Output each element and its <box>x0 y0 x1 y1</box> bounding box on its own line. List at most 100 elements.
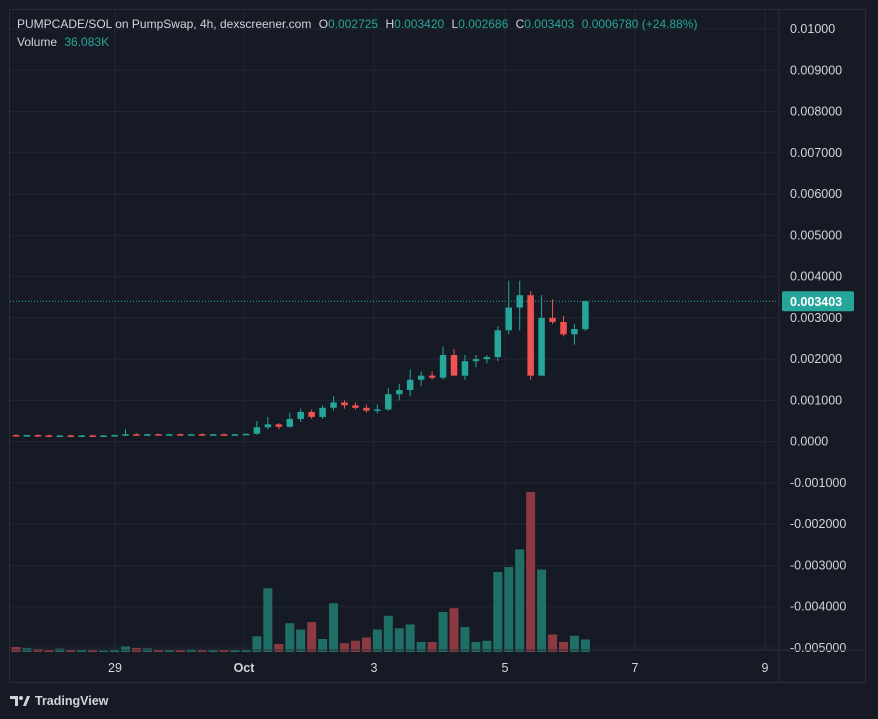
volume-bar <box>405 624 415 652</box>
symbol-title: PUMPCADE/SOL on PumpSwap, 4h, dexscreene… <box>17 17 312 31</box>
volume-bar <box>153 649 163 652</box>
volume-bar <box>438 612 448 652</box>
candle-body[interactable] <box>122 434 129 436</box>
candle-body[interactable] <box>450 355 458 376</box>
volume-bar <box>44 649 54 652</box>
y-tick-label: 0.0000 <box>790 435 828 449</box>
candle-body[interactable] <box>275 424 283 427</box>
candle-body[interactable] <box>560 321 567 335</box>
candle-body[interactable] <box>439 355 447 378</box>
candle-body[interactable] <box>483 357 491 360</box>
candle-body[interactable] <box>231 434 239 436</box>
candle-body[interactable] <box>538 317 545 376</box>
x-tick-label: 29 <box>108 661 122 675</box>
candle-body[interactable] <box>341 402 348 406</box>
candle-body[interactable] <box>571 329 578 335</box>
volume-bar <box>175 650 185 652</box>
candle-body[interactable] <box>209 434 217 436</box>
y-tick-label: -0.005000 <box>790 641 846 655</box>
candle-body[interactable] <box>297 411 304 419</box>
close-label: C <box>515 17 525 31</box>
candle-body[interactable] <box>133 434 140 436</box>
candlesticks <box>12 280 589 437</box>
candle-body[interactable] <box>396 390 403 395</box>
candle-body[interactable] <box>472 359 480 362</box>
candle-body[interactable] <box>253 427 261 434</box>
volume-bar <box>526 492 536 652</box>
volume-label: Volume <box>17 35 58 49</box>
last-price-tag: 0.003403 <box>782 291 854 312</box>
volume-bar <box>274 644 284 652</box>
candle-body[interactable] <box>582 301 589 330</box>
candle-body[interactable] <box>45 435 53 437</box>
volume-bar <box>99 650 109 652</box>
candle-body[interactable] <box>363 407 370 411</box>
candle-body[interactable] <box>12 435 20 437</box>
candle-body[interactable] <box>78 435 85 437</box>
volume-bar <box>219 649 229 652</box>
last-price-tag-text: 0.003403 <box>790 295 842 309</box>
candle-body[interactable] <box>428 375 436 378</box>
chart-grid <box>10 10 779 650</box>
candle-body[interactable] <box>406 379 414 391</box>
candle-body[interactable] <box>516 295 523 308</box>
candle-body[interactable] <box>527 295 534 376</box>
tradingview-brand[interactable]: TradingView <box>10 693 108 709</box>
candle-body[interactable] <box>34 435 42 437</box>
y-tick-label: 0.009000 <box>790 63 842 77</box>
candle-body[interactable] <box>23 435 31 437</box>
y-tick-label: 0.007000 <box>790 146 842 160</box>
candle-body[interactable] <box>330 402 337 408</box>
candle-body[interactable] <box>56 435 64 437</box>
brand-label: TradingView <box>35 694 109 708</box>
candle-body[interactable] <box>494 330 502 358</box>
candle-body[interactable] <box>144 434 151 436</box>
candle-body[interactable] <box>505 307 513 331</box>
volume-bar <box>460 627 470 652</box>
candle-body[interactable] <box>100 435 107 437</box>
candle-body[interactable] <box>352 405 359 408</box>
volume-bar <box>350 640 360 652</box>
candle-body[interactable] <box>67 435 75 437</box>
volume-bar <box>559 642 568 652</box>
volume-bar <box>66 650 76 652</box>
volume-bar <box>208 650 218 652</box>
candle-body[interactable] <box>417 375 425 380</box>
x-tick-label: 3 <box>371 661 378 675</box>
candle-body[interactable] <box>319 407 326 417</box>
candle-body[interactable] <box>308 411 315 417</box>
candle-body[interactable] <box>461 361 469 376</box>
volume-bar <box>263 588 273 652</box>
candle-body[interactable] <box>111 435 118 437</box>
volume-bar <box>252 636 262 652</box>
volume-bar <box>427 642 437 652</box>
candle-body[interactable] <box>374 409 381 411</box>
candle-body[interactable] <box>198 434 206 436</box>
price-axis: 0.01000 0.009000 0.008000 0.007000 0.006000 0… <box>10 10 866 682</box>
volume-bar <box>285 623 295 652</box>
legend-volume: Volume 36.083K <box>17 35 109 49</box>
volume-bar <box>569 635 579 652</box>
candle-body[interactable] <box>264 424 272 428</box>
volume-bar <box>394 628 404 652</box>
y-tick-label: 0.006000 <box>790 187 842 201</box>
volume-bar <box>504 567 514 652</box>
candle-body[interactable] <box>242 433 250 436</box>
candle-body[interactable] <box>187 434 195 436</box>
candle-body[interactable] <box>155 434 162 436</box>
y-tick-label: 0.001000 <box>790 393 842 407</box>
candle-body[interactable] <box>549 317 556 322</box>
candle-body[interactable] <box>177 434 184 436</box>
candle-body[interactable] <box>220 434 228 436</box>
candle-body[interactable] <box>385 394 392 410</box>
candle-body[interactable] <box>286 418 294 427</box>
open-value: 0.002725 <box>328 17 379 31</box>
candle-body[interactable] <box>166 434 173 436</box>
y-tick-label: -0.001000 <box>790 476 846 490</box>
candle-body[interactable] <box>89 435 96 437</box>
volume-bar <box>548 634 558 652</box>
volume-bar <box>383 615 393 652</box>
low-value: 0.002686 <box>458 17 509 31</box>
volume-bar <box>482 640 492 652</box>
